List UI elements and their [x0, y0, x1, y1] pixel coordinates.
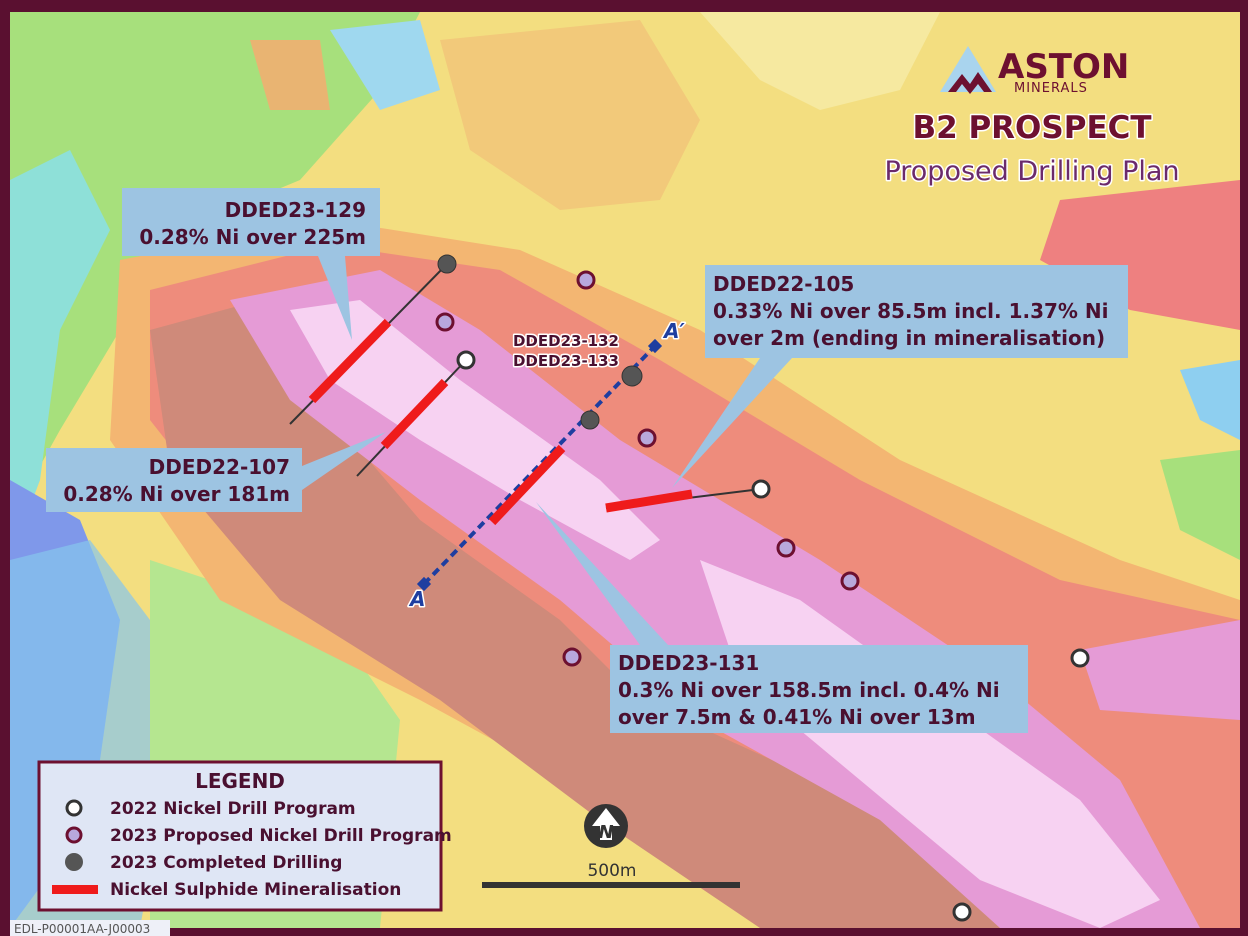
callout-text: over 7.5m & 0.41% Ni over 13m: [618, 705, 976, 729]
callout-text: 0.3% Ni over 158.5m incl. 0.4% Ni: [618, 678, 1000, 702]
legend-item: 2023 Completed Drilling: [110, 853, 342, 873]
footer: EDL-P00001AA-J00003: [14, 922, 150, 936]
legend: [37, 760, 443, 912]
hole-label: DDED23-132: [513, 332, 619, 350]
legend-item: 2022 Nickel Drill Program: [110, 799, 356, 819]
legend-item: 2023 Proposed Nickel Drill Program: [110, 826, 452, 846]
callout-hole: DDED23-131: [618, 651, 759, 675]
callout-hole: DDED22-105: [713, 272, 854, 296]
scale-label: 500m: [587, 861, 636, 881]
background: [10, 12, 1240, 928]
legend-item: Nickel Sulphide Mineralisation: [110, 880, 401, 900]
title: B2 PROSPECT: [912, 110, 1151, 146]
north-label: N: [598, 822, 613, 843]
footer-bg: [10, 920, 170, 936]
section-label: A: [408, 587, 425, 611]
hole-label: DDED23-133: [513, 352, 619, 370]
section-end: [416, 576, 432, 592]
callout-text: 0.28% Ni over 181m: [63, 482, 290, 506]
subtitle: Proposed Drilling Plan: [884, 156, 1179, 187]
logo: [940, 46, 996, 94]
section-label: A′: [662, 319, 685, 343]
section-line: [422, 344, 657, 586]
callouts: [46, 188, 1128, 733]
logo-sub: MINERALS: [1014, 81, 1088, 96]
callout-text: 0.28% Ni over 225m: [139, 225, 366, 249]
north-arrow: [584, 804, 628, 848]
callout-hole: DDED23-129: [225, 198, 366, 222]
drill-holes: [435, 254, 1090, 922]
callout-text: over 2m (ending in mineralisation): [713, 326, 1105, 350]
callout-hole: DDED22-107: [149, 455, 290, 479]
legend-title: LEGEND: [195, 769, 285, 793]
callout-text: 0.33% Ni over 85.5m incl. 1.37% Ni: [713, 299, 1109, 323]
section-end: [647, 338, 663, 354]
mineralisation: [308, 318, 693, 526]
logo-word: ASTON: [998, 47, 1129, 87]
